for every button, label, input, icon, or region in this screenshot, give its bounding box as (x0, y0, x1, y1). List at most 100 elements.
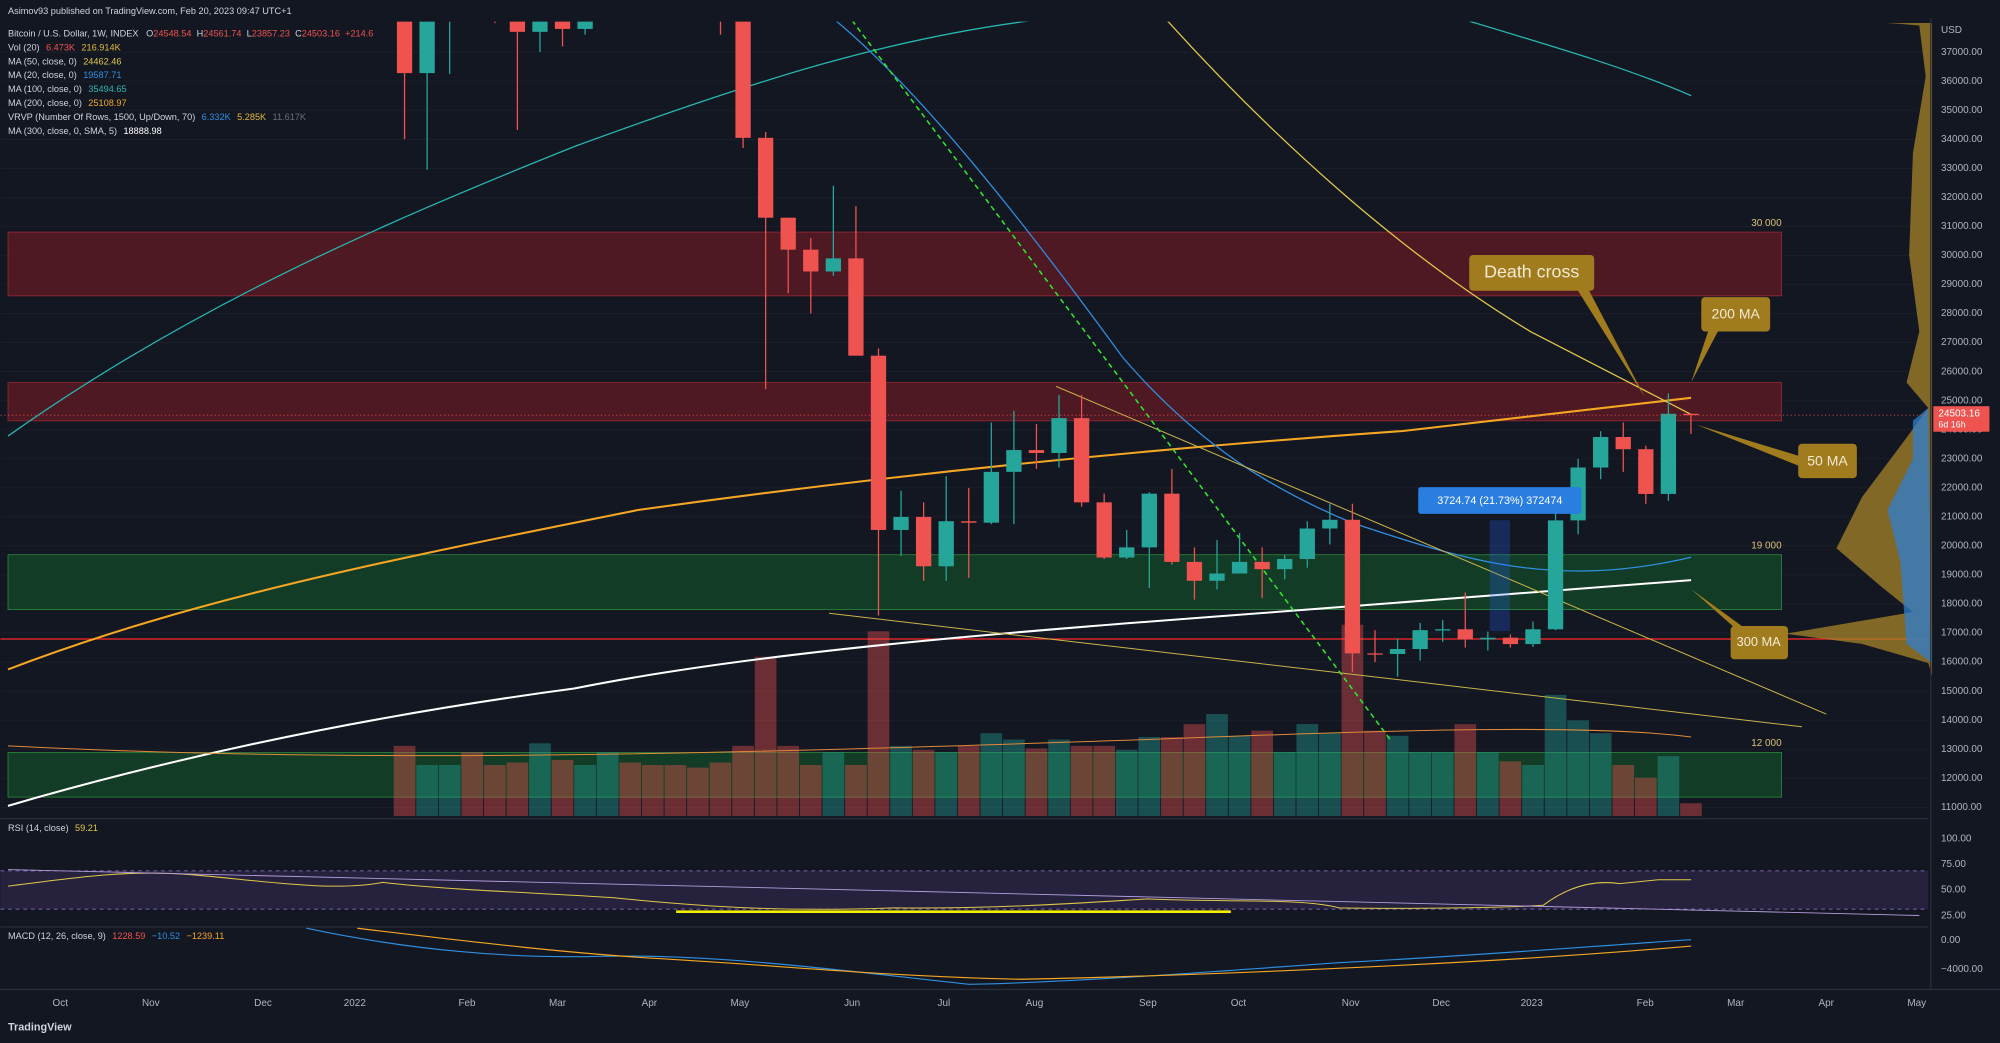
candle-body (1231, 561, 1248, 574)
candle-body (577, 21, 593, 29)
legend-item: MA (50, close, 0) 24462.46 (8, 57, 121, 67)
volume-bar (890, 745, 912, 817)
volume-bar (935, 752, 958, 817)
volume-bar (393, 745, 416, 817)
y-tick-label: 22000.00 (1941, 482, 1983, 493)
legend-value: 25108.97 (88, 98, 126, 108)
volume-bar (461, 752, 484, 817)
callout-box (1701, 297, 1771, 332)
volume-bar (1003, 739, 1025, 817)
arrow (1691, 589, 1748, 630)
y-tick-label: 31000.00 (1941, 221, 1983, 232)
volume-bar (1206, 714, 1228, 817)
candles-layer (0, 21, 1929, 677)
symbol: Bitcoin / U.S. Dollar, 1W, INDEX (8, 29, 138, 39)
x-tick-label: Oct (53, 998, 69, 1009)
volume-bar (1025, 748, 1048, 817)
volume-bar (1499, 761, 1522, 817)
x-tick-label: Nov (142, 998, 160, 1009)
y-tick-label: 30000.00 (1941, 250, 1983, 261)
legend-name: VRVP (Number Of Rows, 1500, Up/Down, 70) (8, 112, 195, 122)
y-tick-label: 35000.00 (1941, 105, 1983, 116)
x-tick-label: May (1907, 998, 1926, 1009)
callout-label: 200 MA (1712, 306, 1761, 322)
ohlc-value: 24548.54 (153, 29, 191, 39)
candle-body (1480, 637, 1496, 640)
legend-name: MA (100, close, 0) (8, 85, 82, 95)
zone (7, 752, 1782, 798)
callout-label: Death cross (1484, 262, 1579, 282)
y-tick-label: 34000.00 (1941, 134, 1983, 145)
zone-label: 12 000 (1751, 738, 1782, 749)
volume-bar (506, 762, 529, 817)
y-tick-label: 37000.00 (1941, 47, 1983, 58)
macd-value: 1228.59 (112, 932, 145, 942)
brand: TradingView (8, 1022, 72, 1034)
legend-item: Vol (20) 6.473K 216.914K (8, 43, 122, 53)
ma300 (7, 579, 1692, 807)
x-tick-label: Apr (1819, 998, 1835, 1009)
candle-body (1389, 649, 1406, 654)
x-tick-label: Nov (1342, 998, 1360, 1009)
candle-body (1638, 449, 1654, 494)
volume-bar (1522, 765, 1544, 817)
x-tick-label: Jul (938, 998, 951, 1009)
candle-body (1254, 561, 1270, 570)
volume-bar (845, 765, 867, 817)
ohlc-value: 24503.16 (302, 29, 340, 39)
volume-bar (1273, 752, 1296, 817)
callout-box (1798, 443, 1857, 479)
ohlc-value: 24561.74 (203, 29, 241, 39)
legend-name: MA (20, close, 0) (8, 71, 77, 81)
candle-body (554, 21, 571, 29)
volume-bar (1386, 735, 1409, 817)
volume-bar (438, 765, 461, 817)
y-tick-label: 14000.00 (1941, 715, 1983, 726)
x-tick-label: Dec (1432, 998, 1450, 1009)
trend-line (1055, 385, 1827, 715)
x-tick-label: Mar (1727, 998, 1745, 1009)
candle-body (1593, 437, 1609, 468)
candle-body (1073, 418, 1090, 503)
volume-bar (551, 759, 574, 817)
candle-body (1683, 413, 1699, 416)
candle-body (1322, 519, 1338, 529)
volume-bar (1612, 765, 1635, 817)
legend-value: 6.332K (202, 112, 232, 122)
currency: USD (1941, 25, 1962, 36)
volume-bar (416, 765, 438, 817)
volume-bar (1680, 803, 1702, 817)
legend-name: MA (50, close, 0) (8, 57, 77, 67)
ohlc-value: 23857.23 (252, 29, 290, 39)
ohlc-prefix: L (247, 29, 252, 39)
rsi-tick-label: 100.00 (1941, 833, 1972, 844)
volume-bar (1364, 730, 1386, 817)
candle-body (1299, 528, 1315, 559)
volume-bar (1070, 745, 1093, 817)
rsi-tick-label: 50.00 (1941, 885, 1966, 896)
volume-bar (1454, 724, 1477, 817)
y-tick-label: 19000.00 (1941, 570, 1983, 581)
x-tick-label: May (730, 998, 749, 1009)
x-tick-label: Feb (1637, 998, 1655, 1009)
symbol-line: Bitcoin / U.S. Dollar, 1W, INDEX O24548.5… (8, 29, 373, 39)
price-label-bg (1933, 406, 1990, 432)
volume-bar (709, 762, 732, 817)
x-tick-label: 2023 (1521, 998, 1544, 1009)
rsi-line (7, 872, 1692, 910)
ohlc-prefix: H (197, 29, 204, 39)
candle-body (1525, 629, 1541, 645)
legend-name: MA (200, close, 0) (8, 98, 82, 108)
volume-bar (980, 733, 1003, 817)
volume-bar (664, 765, 687, 817)
volume-bar (1296, 724, 1319, 817)
candle-body (1164, 493, 1180, 562)
measure-label: 3724.74 (21.73%) 372474 (1437, 495, 1562, 507)
y-tick-label: 13000.00 (1941, 744, 1983, 755)
y-tick-label: 18000.00 (1941, 599, 1983, 610)
x-tick-label: Feb (458, 998, 476, 1009)
candle-body (938, 521, 954, 567)
candle-body (961, 521, 977, 523)
